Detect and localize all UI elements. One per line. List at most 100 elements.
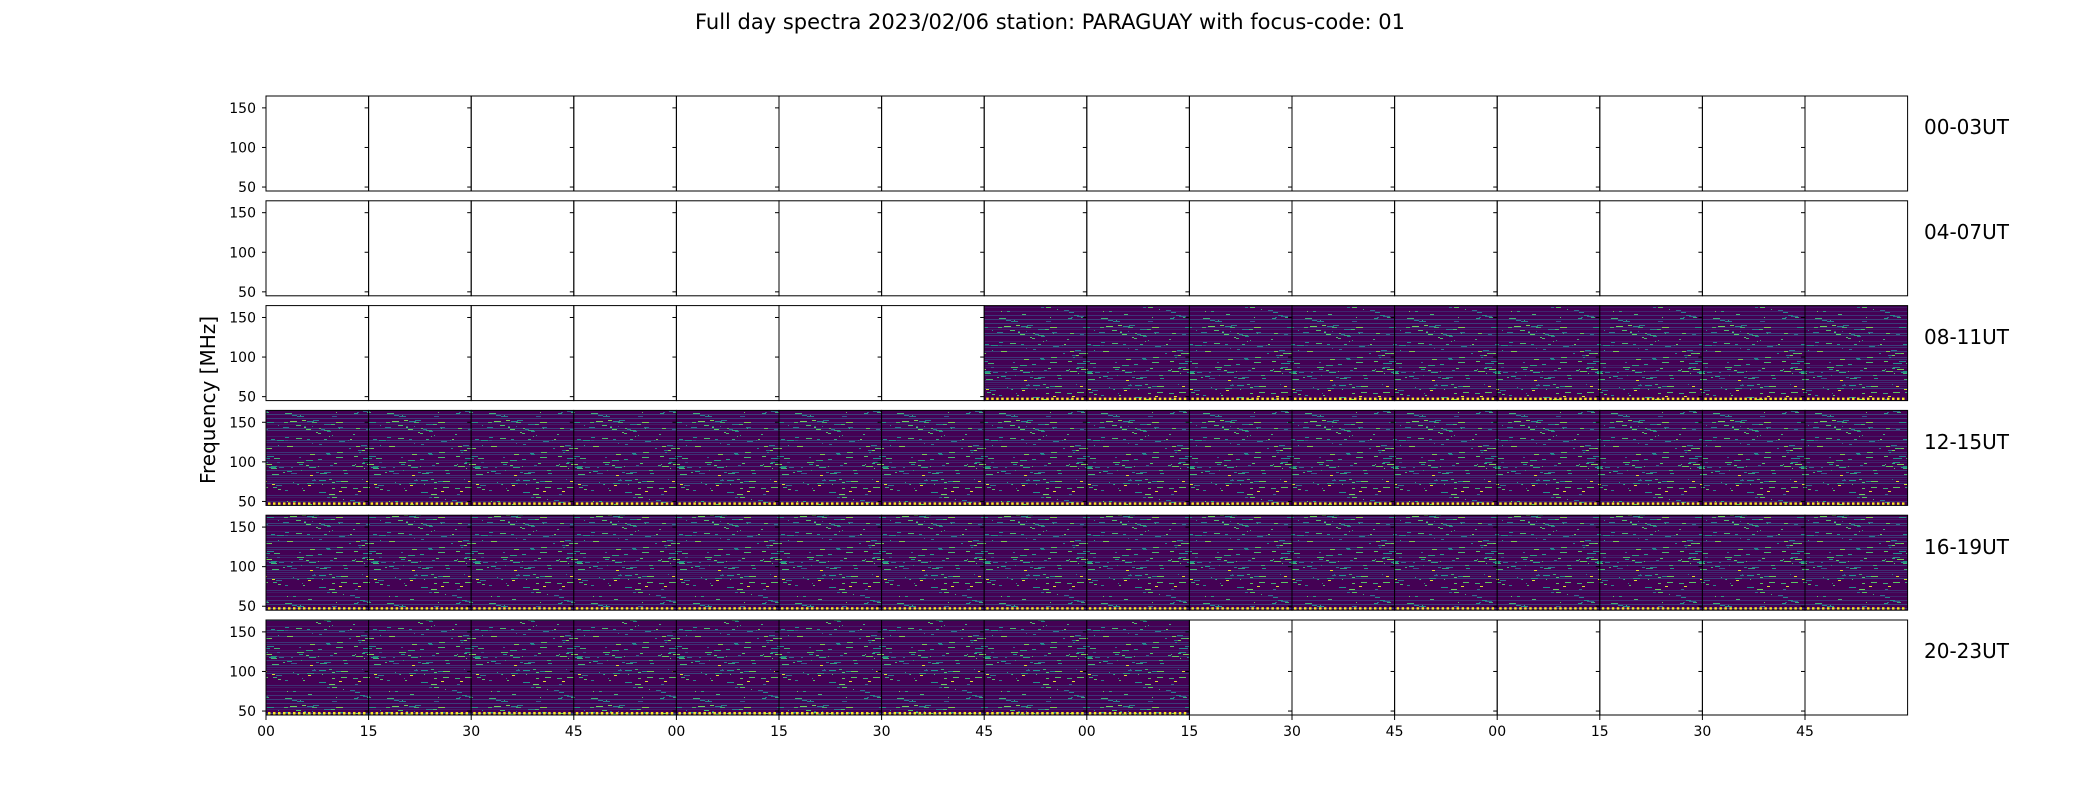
calibration-dot — [1862, 502, 1865, 505]
calibration-dot — [1406, 502, 1410, 505]
calibration-dot — [353, 607, 356, 610]
calibration-dot — [1153, 607, 1157, 610]
calibration-dot — [1041, 712, 1044, 715]
calibration-dot — [973, 607, 977, 610]
panel-frame — [368, 95, 472, 192]
calibration-dot — [1123, 712, 1127, 715]
calibration-dot — [323, 607, 326, 610]
calibration-dot — [1779, 502, 1782, 505]
calibration-dot — [1406, 397, 1410, 401]
y-tick-label: 150 — [229, 101, 256, 117]
calibration-dot — [1534, 502, 1537, 505]
calibration-dot — [1093, 397, 1097, 401]
calibration-dot — [1241, 502, 1244, 505]
y-tick-label: 50 — [238, 390, 256, 406]
calibration-dot — [538, 502, 541, 505]
calibration-dot — [488, 607, 491, 610]
calibration-dot — [1329, 397, 1332, 401]
calibration-dot — [323, 712, 326, 715]
panel-frame — [675, 95, 780, 192]
calibration-dot — [883, 502, 887, 505]
panel-frame — [1291, 619, 1396, 716]
calibration-dot — [1691, 607, 1695, 610]
panel-frame — [1291, 200, 1396, 297]
calibration-dot — [298, 502, 301, 505]
calibration-dot — [1046, 397, 1049, 401]
calibration-dot — [440, 712, 444, 715]
calibration-dot — [528, 502, 531, 505]
calibration-dot — [1724, 502, 1727, 505]
calibration-dot — [1784, 607, 1787, 610]
calibration-dot — [1384, 502, 1387, 505]
calibration-dot — [1764, 397, 1767, 401]
calibration-dot — [288, 607, 291, 610]
calibration-dot — [1379, 502, 1382, 505]
calibration-dot — [370, 712, 374, 715]
panel-frame — [983, 95, 1088, 192]
calibration-dot — [678, 607, 681, 610]
calibration-dot — [1656, 397, 1660, 401]
calibration-dot — [913, 607, 917, 610]
calibration-dot — [1329, 607, 1332, 610]
calibration-dot — [1486, 397, 1490, 401]
calibration-dot — [430, 607, 434, 610]
calibration-dot — [1564, 502, 1567, 505]
calibration-dot — [358, 712, 361, 715]
calibration-dot — [1594, 607, 1597, 610]
calibration-dot — [1799, 607, 1802, 610]
calibration-dot — [1794, 397, 1797, 401]
calibration-dot — [575, 502, 579, 505]
calibration-dot — [1481, 502, 1485, 505]
calibration-dot — [558, 607, 561, 610]
calibration-dot — [1178, 502, 1182, 505]
calibration-dot — [1286, 397, 1289, 401]
calibration-dot — [1138, 397, 1142, 401]
calibration-dot — [1261, 502, 1264, 505]
calibration-dot — [1476, 502, 1480, 505]
x-tick-label: 45 — [1386, 724, 1404, 740]
calibration-dot — [1056, 607, 1059, 610]
calibration-dot — [1621, 502, 1625, 505]
calibration-dot — [1344, 607, 1347, 610]
calibration-dot — [991, 607, 994, 610]
calibration-dot — [888, 607, 892, 610]
calibration-dot — [743, 502, 746, 505]
calibration-dot — [1847, 607, 1850, 610]
calibration-dot — [968, 502, 972, 505]
panel-frame — [1599, 95, 1703, 192]
calibration-dot — [866, 712, 869, 715]
calibration-dot — [1216, 397, 1219, 401]
calibration-dot — [996, 502, 999, 505]
spectrogram-panel — [368, 515, 472, 611]
calibration-dot — [1714, 607, 1717, 610]
calibration-dot — [1011, 502, 1014, 505]
calibration-dot — [1148, 502, 1152, 505]
calibration-dot — [328, 607, 331, 610]
calibration-dot — [473, 502, 476, 505]
calibration-dot — [1519, 502, 1522, 505]
calibration-dot — [1594, 502, 1597, 505]
calibration-dot — [420, 502, 424, 505]
panel-frame — [1496, 200, 1601, 297]
calibration-dot — [1897, 397, 1900, 401]
calibration-dot — [625, 502, 629, 505]
panel-frame — [778, 200, 883, 297]
calibration-dot — [568, 712, 571, 715]
x-tick-label: 45 — [975, 724, 993, 740]
calibration-dot — [440, 502, 444, 505]
y-tick-label: 100 — [229, 560, 256, 576]
calibration-dot — [963, 502, 967, 505]
calibration-dot — [728, 502, 731, 505]
calibration-dot — [1559, 397, 1562, 401]
calibration-dot — [313, 712, 316, 715]
calibration-dot — [385, 712, 389, 715]
calibration-dot — [698, 607, 701, 610]
calibration-dot — [1704, 397, 1707, 401]
calibration-dot — [1046, 607, 1049, 610]
calibration-dot — [1168, 607, 1172, 610]
calibration-dot — [1696, 502, 1700, 505]
calibration-dot — [1601, 607, 1605, 610]
calibration-dot — [781, 502, 784, 505]
calibration-dot — [1466, 397, 1470, 401]
calibration-dot — [883, 607, 887, 610]
